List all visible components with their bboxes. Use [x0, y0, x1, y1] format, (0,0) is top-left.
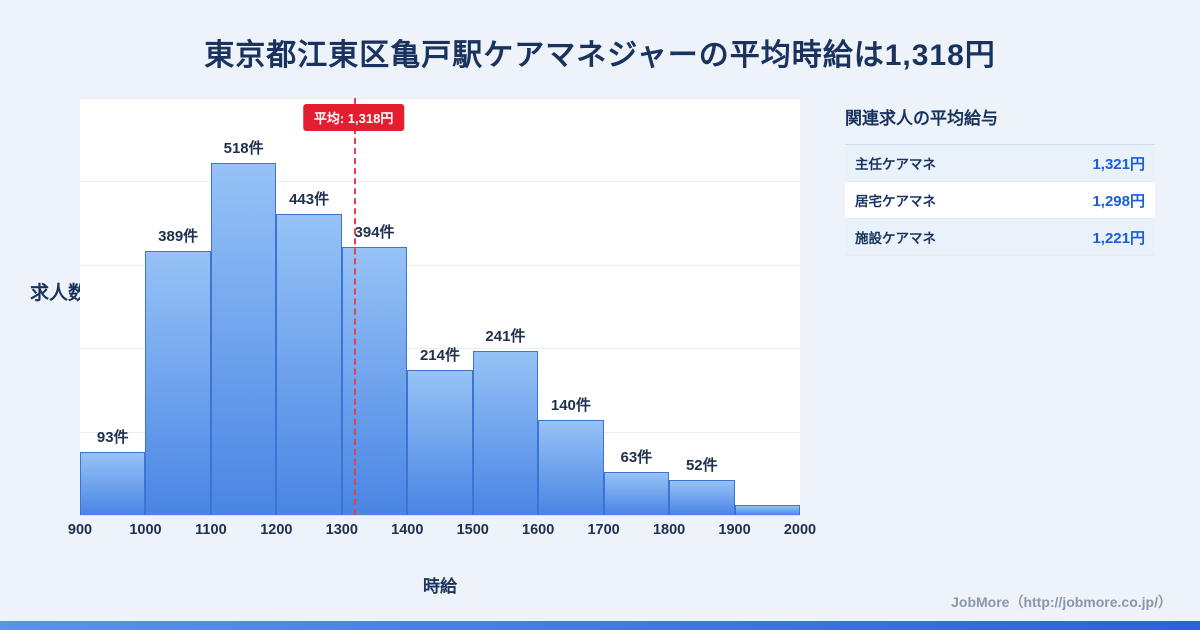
bar-value-label: 518件: [223, 140, 264, 157]
histogram-bar: [407, 370, 473, 515]
bar-slot: 214件: [407, 344, 473, 515]
average-badge: 平均: 1,318円: [302, 104, 405, 131]
y-axis-label: 求人数: [30, 283, 88, 304]
histogram-bar: [538, 420, 604, 515]
histogram-bar: [80, 452, 146, 515]
histogram-bar: [603, 472, 670, 515]
x-tick: 1900: [718, 522, 751, 538]
bar-slot: 140件: [538, 394, 604, 515]
bar-value-label: 443件: [289, 191, 330, 208]
page-title: 東京都江東区亀戸駅ケアマネジャーの平均時給は1,318円: [204, 39, 996, 72]
x-tick: 2000: [783, 522, 817, 538]
x-axis-ticks: 900 1000 1100 1200 1300 1400 1500 1600 1700 1800 1…: [68, 522, 816, 544]
histogram-bar: [669, 480, 735, 515]
footer-credit: JobMore（http://jobmore.co.jp/）: [951, 594, 1172, 610]
related-jobs-table: 主任ケアマネ 1,321円居宅ケアマネ 1,298円施設ケアマネ 1,221円: [845, 144, 1155, 256]
bar-value-label: 214件: [419, 347, 460, 364]
table-row: 主任ケアマネ 1,321円: [845, 145, 1155, 182]
x-tick: 1500: [456, 522, 489, 538]
bar-slot: 518件: [210, 137, 277, 515]
bar-slot: 63件: [603, 446, 670, 515]
x-axis-label: 時給: [423, 577, 457, 596]
bar-value-label: 241件: [485, 328, 526, 345]
bar-value-label: 63件: [620, 449, 653, 466]
histogram-bar: [210, 163, 277, 515]
job-name: 施設ケアマネ: [855, 231, 936, 246]
job-value: 1,321円: [1092, 155, 1145, 173]
bar-slot: 241件: [472, 325, 539, 515]
x-tick: 900: [67, 522, 93, 538]
job-value: 1,221円: [1092, 229, 1145, 247]
related-jobs-panel: 関連求人の平均給与 主任ケアマネ 1,321円居宅ケアマネ 1,298円施設ケアマネ…: [845, 104, 1155, 256]
gridline: [80, 348, 800, 350]
gridline: [80, 264, 800, 266]
x-tick: 1000: [129, 522, 162, 538]
x-tick: 1300: [325, 522, 358, 538]
bar-value-label: 93件: [96, 429, 129, 446]
histogram-bar: [734, 505, 800, 515]
job-value: 1,298円: [1092, 192, 1145, 210]
x-tick: 1700: [587, 522, 620, 538]
gridline: [80, 181, 800, 183]
table-row: 施設ケアマネ 1,221円: [845, 219, 1155, 256]
x-tick: 1100: [195, 522, 227, 538]
bar-value-label: 140件: [550, 397, 591, 414]
bar-slot: 389件: [145, 225, 211, 515]
footer-accent-bar: [0, 621, 1200, 630]
x-tick: 1400: [391, 522, 424, 538]
bar-slot: 443件: [276, 188, 342, 515]
bar-slot: 52件: [669, 454, 735, 515]
bar-slot: 93件: [80, 426, 146, 515]
histogram-bar: [341, 247, 408, 515]
histogram-bar: [145, 251, 211, 515]
bar-slot: [734, 505, 800, 515]
average-line: [353, 98, 356, 515]
histogram-bar: [276, 214, 342, 515]
table-row: 居宅ケアマネ 1,298円: [845, 182, 1155, 219]
job-name: 居宅ケアマネ: [855, 194, 936, 209]
plot-area: 93件 389件 518件 443件 394件 214件 241件 140件 63件 52件 平均…: [80, 98, 800, 516]
bar-value-label: 394件: [354, 224, 395, 241]
x-tick: 1200: [260, 522, 293, 538]
panel-title: 関連求人の平均給与: [845, 109, 998, 128]
bars-container: 93件 389件 518件 443件 394件 214件 241件 140件 63件 52件: [80, 98, 800, 515]
bar-value-label: 389件: [158, 228, 199, 245]
x-tick: 1800: [652, 522, 686, 538]
bar-value-label: 52件: [685, 457, 718, 474]
job-name: 主任ケアマネ: [855, 157, 936, 172]
bar-slot: 394件: [341, 221, 408, 515]
gridline: [80, 98, 800, 99]
x-tick: 1600: [522, 522, 555, 538]
histogram-bar: [472, 351, 539, 515]
